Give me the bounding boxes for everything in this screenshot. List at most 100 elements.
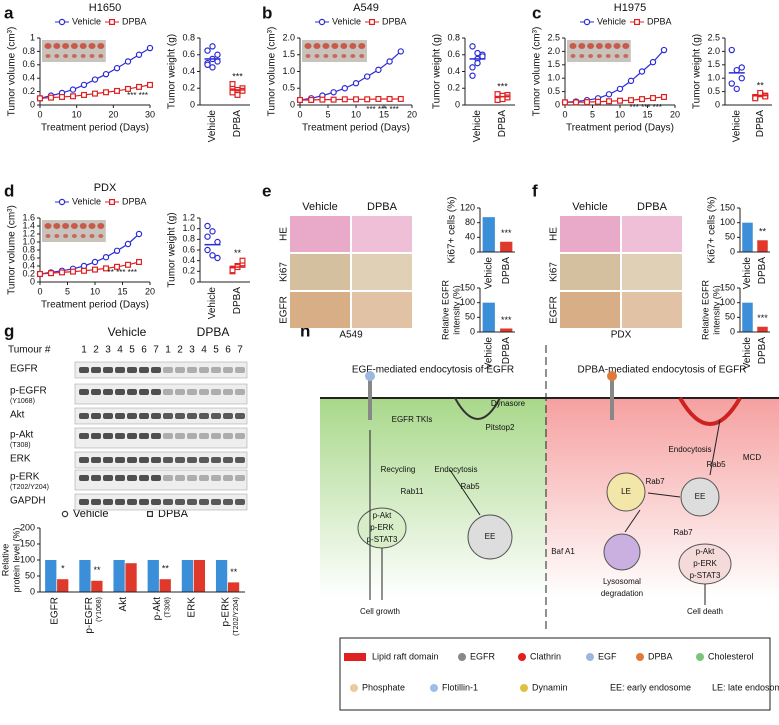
band <box>127 389 137 395</box>
marker <box>605 91 613 98</box>
marker <box>638 68 646 75</box>
legend-label: DPBA <box>122 196 147 206</box>
x-axis-label: Treatment period (Days) <box>41 300 149 311</box>
band <box>139 367 149 373</box>
band <box>187 475 197 481</box>
band <box>175 389 185 395</box>
x-tick-label: 5 <box>590 109 595 119</box>
band <box>163 499 173 505</box>
band <box>127 413 137 419</box>
marker <box>229 81 236 88</box>
band <box>235 433 245 439</box>
legend-label: Cholesterol <box>708 651 754 661</box>
band <box>199 457 209 463</box>
lane-label: 1 <box>81 345 87 356</box>
marker <box>58 93 65 100</box>
marker <box>494 96 501 103</box>
band <box>235 367 245 373</box>
marker <box>91 266 98 273</box>
tumor <box>614 54 620 58</box>
marker <box>113 64 121 72</box>
tumor <box>80 54 86 58</box>
x-tick-label: Vehicle <box>731 110 742 143</box>
diagram-label: Dynasore <box>491 399 526 408</box>
tumor <box>63 54 69 58</box>
y-tick-label: 0 <box>30 276 35 286</box>
lane-label: 4 <box>201 345 207 356</box>
marker <box>397 95 404 102</box>
tumor <box>622 43 630 49</box>
marker <box>209 228 216 235</box>
annotation: *** <box>501 315 512 325</box>
marker <box>69 86 77 93</box>
arrow <box>709 419 721 476</box>
y-axis-label: Tumor volume (cm³) <box>532 27 543 117</box>
x-tick-label: Vehicle <box>207 287 218 320</box>
band <box>115 433 125 439</box>
vesicle <box>680 477 720 517</box>
band <box>199 499 209 505</box>
band <box>91 457 101 463</box>
tumor <box>350 54 356 58</box>
marker <box>214 254 221 262</box>
chart-title: H1975 <box>614 2 646 14</box>
marker <box>494 91 501 98</box>
marker <box>649 58 657 66</box>
band <box>163 389 173 395</box>
y-tick-label: 0.8 <box>22 244 35 254</box>
y-tick-label: 0.4 <box>447 66 460 76</box>
band <box>79 475 89 481</box>
band <box>223 389 233 395</box>
series-line <box>39 261 140 275</box>
y-axis-label: Tumor weight (g) <box>432 34 443 109</box>
y-axis-label: Ki67+ cells (%) <box>447 197 458 264</box>
diagram-label: Cell death <box>687 607 723 616</box>
marker <box>136 83 143 90</box>
marker <box>386 95 393 102</box>
diagram-label: EGFR TKIs <box>392 415 433 424</box>
tumor <box>45 234 51 238</box>
marker <box>752 95 759 102</box>
annotation: *** <box>232 71 243 81</box>
x-tick-label: DPBA <box>755 110 766 138</box>
marker <box>239 257 246 264</box>
lane-label: 1 <box>165 345 171 356</box>
y-axis-label: intensity (%) <box>711 285 721 335</box>
diagram-label: MCD <box>743 453 761 462</box>
diagram-label: Pitstop2 <box>486 423 515 432</box>
y-tick-label: 1.2 <box>22 228 35 238</box>
blot-label: EGFR <box>10 364 38 375</box>
y-tick-label: 50 <box>725 312 735 322</box>
legend-label: DPBA <box>648 651 673 661</box>
band <box>79 389 89 395</box>
blot-strip <box>74 383 248 405</box>
y-tick-label: 0 <box>30 586 35 596</box>
tumor <box>331 43 339 49</box>
marker <box>146 44 154 52</box>
tumor <box>70 223 78 229</box>
band <box>91 413 101 419</box>
y-tick-label: 0.8 <box>182 32 195 42</box>
marker <box>80 267 87 274</box>
tumor <box>595 43 603 49</box>
x-tick-label: 15 <box>379 109 389 119</box>
diagram-label: Endocytosis <box>668 445 711 454</box>
blot-label: p-Akt <box>10 430 34 441</box>
x-tick-label: 10 <box>351 109 361 119</box>
tumor <box>53 43 61 49</box>
marker <box>229 89 236 96</box>
marker <box>375 66 382 74</box>
marker <box>47 94 54 101</box>
lane-label: 2 <box>177 345 183 356</box>
marker <box>308 96 315 103</box>
micrograph <box>622 292 682 328</box>
tumor <box>89 54 95 58</box>
tumor <box>613 43 621 49</box>
row-label: Ki67 <box>549 262 560 282</box>
tumor <box>605 54 611 58</box>
y-tick-label: 1.0 <box>707 73 720 83</box>
marker <box>633 19 640 26</box>
marker <box>583 99 590 106</box>
column-header: DPBA <box>367 201 398 213</box>
blot-label: p-EGFR <box>10 386 47 397</box>
